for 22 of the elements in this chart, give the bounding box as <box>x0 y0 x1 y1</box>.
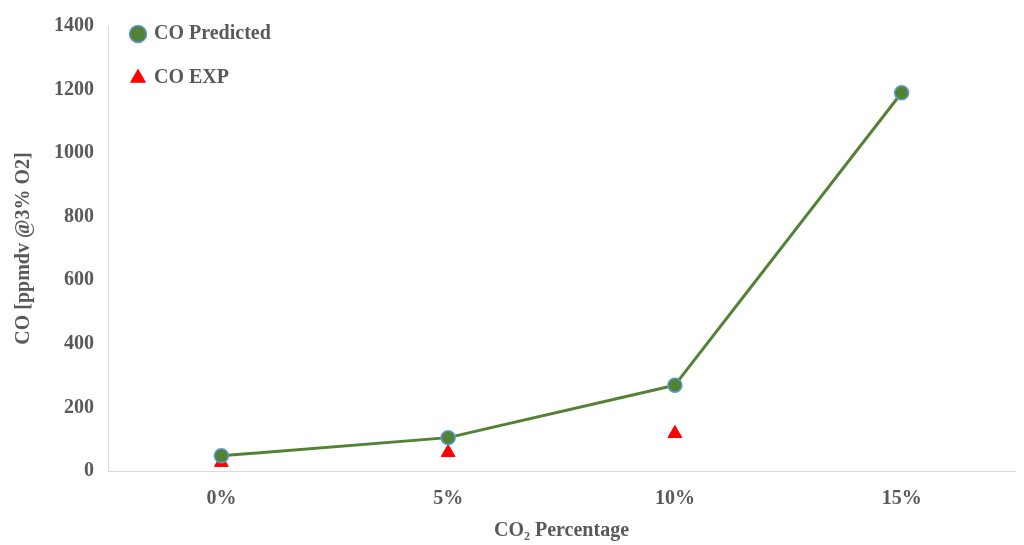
point <box>667 424 683 438</box>
y-tick-label: 1200 <box>54 76 94 99</box>
y-tick-label: 200 <box>64 394 94 417</box>
y-tick-label: 0 <box>84 458 94 481</box>
y-tick-label: 1000 <box>54 140 94 163</box>
point <box>893 85 910 101</box>
legend-label: CO EXP <box>154 65 229 88</box>
y-tick-label: 400 <box>64 331 94 354</box>
x-tick-label: 15% <box>881 486 922 509</box>
legend-label: CO Predicted <box>154 21 271 44</box>
point <box>213 447 230 464</box>
y-tick-label: 800 <box>64 203 94 226</box>
y-axis-title: CO [ppmdv @3% O2] <box>11 152 35 345</box>
point <box>667 377 683 393</box>
y-tick-label: 1400 <box>54 13 94 36</box>
x-tick-label: 0% <box>206 486 237 509</box>
x-axis-title: CO₂ Percentage <box>493 518 630 542</box>
point <box>440 444 456 458</box>
x-tick-label: 10% <box>654 486 695 509</box>
x-tick-label: 5% <box>433 486 464 509</box>
y-tick-label: 600 <box>64 267 94 290</box>
point <box>440 429 456 446</box>
